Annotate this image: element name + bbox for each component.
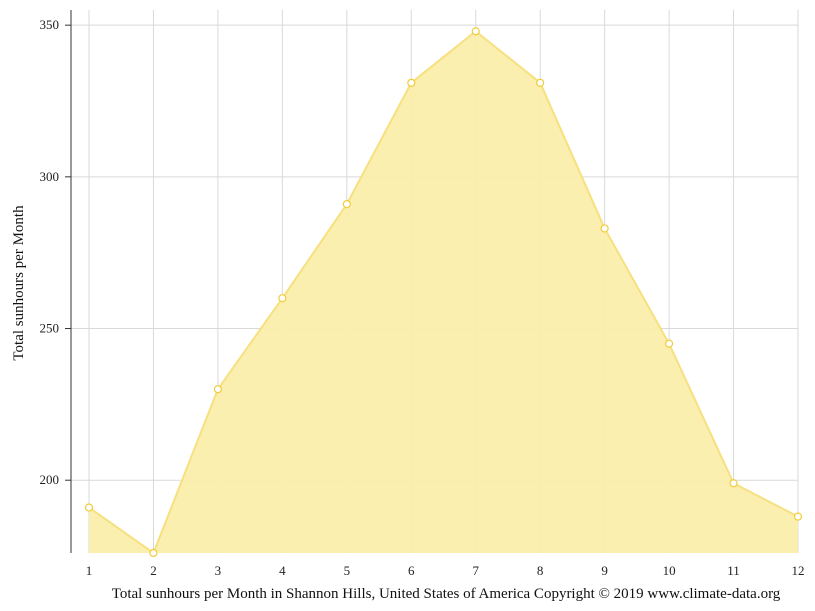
series-line (88, 29, 799, 555)
data-point (793, 512, 803, 521)
x-tick-label: 6 (408, 563, 415, 578)
series-area (89, 31, 798, 554)
data-point (213, 385, 223, 394)
y-tick-label: 250 (40, 321, 60, 336)
x-tick-label: 9 (601, 563, 608, 578)
x-tick-label: 2 (150, 563, 157, 578)
data-point (600, 224, 609, 233)
x-tick-label: 4 (279, 563, 286, 578)
x-tick-label: 11 (727, 563, 740, 578)
data-point (407, 78, 416, 87)
data-points (84, 27, 803, 558)
x-tick-label: 7 (472, 563, 479, 578)
data-point (729, 479, 738, 488)
x-tick-label: 3 (215, 563, 222, 578)
y-tick-labels: 200 250 300 350 (40, 17, 60, 487)
y-axis-title: Total sunhours per Month (11, 205, 27, 361)
data-point (149, 548, 158, 558)
y-tick-label: 300 (40, 169, 60, 184)
x-tick-labels: 1 2 3 4 5 6 7 8 9 10 11 12 (86, 563, 805, 578)
y-tick-label: 350 (40, 17, 60, 32)
x-tick-label: 5 (344, 563, 351, 578)
data-point (536, 78, 545, 87)
chart-caption: Total sunhours per Month in Shannon Hill… (112, 586, 781, 602)
data-point (84, 503, 94, 512)
x-tick-label: 10 (663, 563, 676, 578)
data-point (278, 294, 287, 303)
x-tick-label: 8 (537, 563, 544, 578)
x-tick-label: 12 (792, 563, 805, 578)
data-point (471, 27, 480, 36)
data-point (664, 339, 674, 348)
y-tick-label: 200 (40, 472, 60, 487)
data-point (342, 200, 351, 209)
x-tick-label: 1 (86, 563, 93, 578)
area-layer (88, 29, 799, 555)
